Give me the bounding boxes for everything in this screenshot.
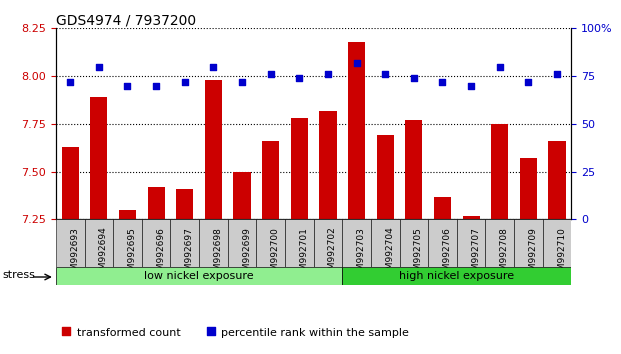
Point [294,75,304,81]
Bar [90,97,107,219]
Text: GSM992693: GSM992693 [70,227,79,281]
Bar [399,219,428,267]
Point [437,79,447,85]
Bar [463,216,479,219]
Bar [205,80,222,219]
Bar [520,158,537,219]
Bar [434,196,451,219]
Bar [256,219,285,267]
Point [151,83,161,88]
Point [552,72,562,77]
Bar [371,219,399,267]
Bar [142,219,170,267]
Bar [342,219,371,267]
Bar [543,219,571,267]
Text: transformed count: transformed count [76,328,180,338]
Point [209,64,219,69]
Point [323,72,333,77]
Text: GSM992706: GSM992706 [442,227,451,281]
Text: GSM992701: GSM992701 [299,227,308,281]
Bar [491,124,509,219]
Bar [376,135,394,219]
Bar [514,219,543,267]
Point [94,64,104,69]
Text: GSM992708: GSM992708 [500,227,509,281]
Text: GSM992696: GSM992696 [156,227,165,281]
Point [206,328,215,334]
Text: percentile rank within the sample: percentile rank within the sample [221,328,409,338]
Text: high nickel exposure: high nickel exposure [399,271,514,281]
Text: GSM992709: GSM992709 [528,227,537,281]
Text: GSM992704: GSM992704 [385,227,394,281]
Bar [56,219,84,267]
Text: GSM992703: GSM992703 [356,227,366,281]
Bar [228,219,256,267]
Text: GSM992702: GSM992702 [328,227,337,281]
Point [351,60,361,65]
Point [524,79,533,85]
Bar [199,219,228,267]
Text: GSM992700: GSM992700 [271,227,279,281]
Bar [113,219,142,267]
Point [409,75,419,81]
Bar [262,141,279,219]
Bar [348,42,365,219]
Bar [170,219,199,267]
Bar [285,219,314,267]
Bar [233,172,251,219]
Text: GSM992705: GSM992705 [414,227,423,281]
Bar [176,189,193,219]
Text: GSM992698: GSM992698 [214,227,222,281]
Text: low nickel exposure: low nickel exposure [144,271,254,281]
Text: GDS4974 / 7937200: GDS4974 / 7937200 [56,13,196,27]
Bar [319,110,337,219]
Point [237,79,247,85]
Text: GSM992707: GSM992707 [471,227,480,281]
Point [380,72,390,77]
Bar [342,267,571,285]
Text: GSM992710: GSM992710 [557,227,566,281]
Text: GSM992695: GSM992695 [127,227,137,281]
Bar [486,219,514,267]
Bar [56,267,342,285]
Text: stress: stress [3,270,35,280]
Bar [119,210,136,219]
Bar [457,219,486,267]
Bar [428,219,457,267]
Point [179,79,189,85]
Point [122,83,132,88]
Point [65,79,75,85]
Bar [291,118,308,219]
Text: GSM992699: GSM992699 [242,227,251,281]
Bar [148,187,165,219]
Point [266,72,276,77]
Bar [548,141,566,219]
Text: GSM992694: GSM992694 [99,227,108,281]
Point [466,83,476,88]
Text: GSM992697: GSM992697 [184,227,194,281]
Bar [406,120,422,219]
Point [61,328,71,334]
Bar [61,147,79,219]
Point [495,64,505,69]
Bar [314,219,342,267]
Bar [84,219,113,267]
